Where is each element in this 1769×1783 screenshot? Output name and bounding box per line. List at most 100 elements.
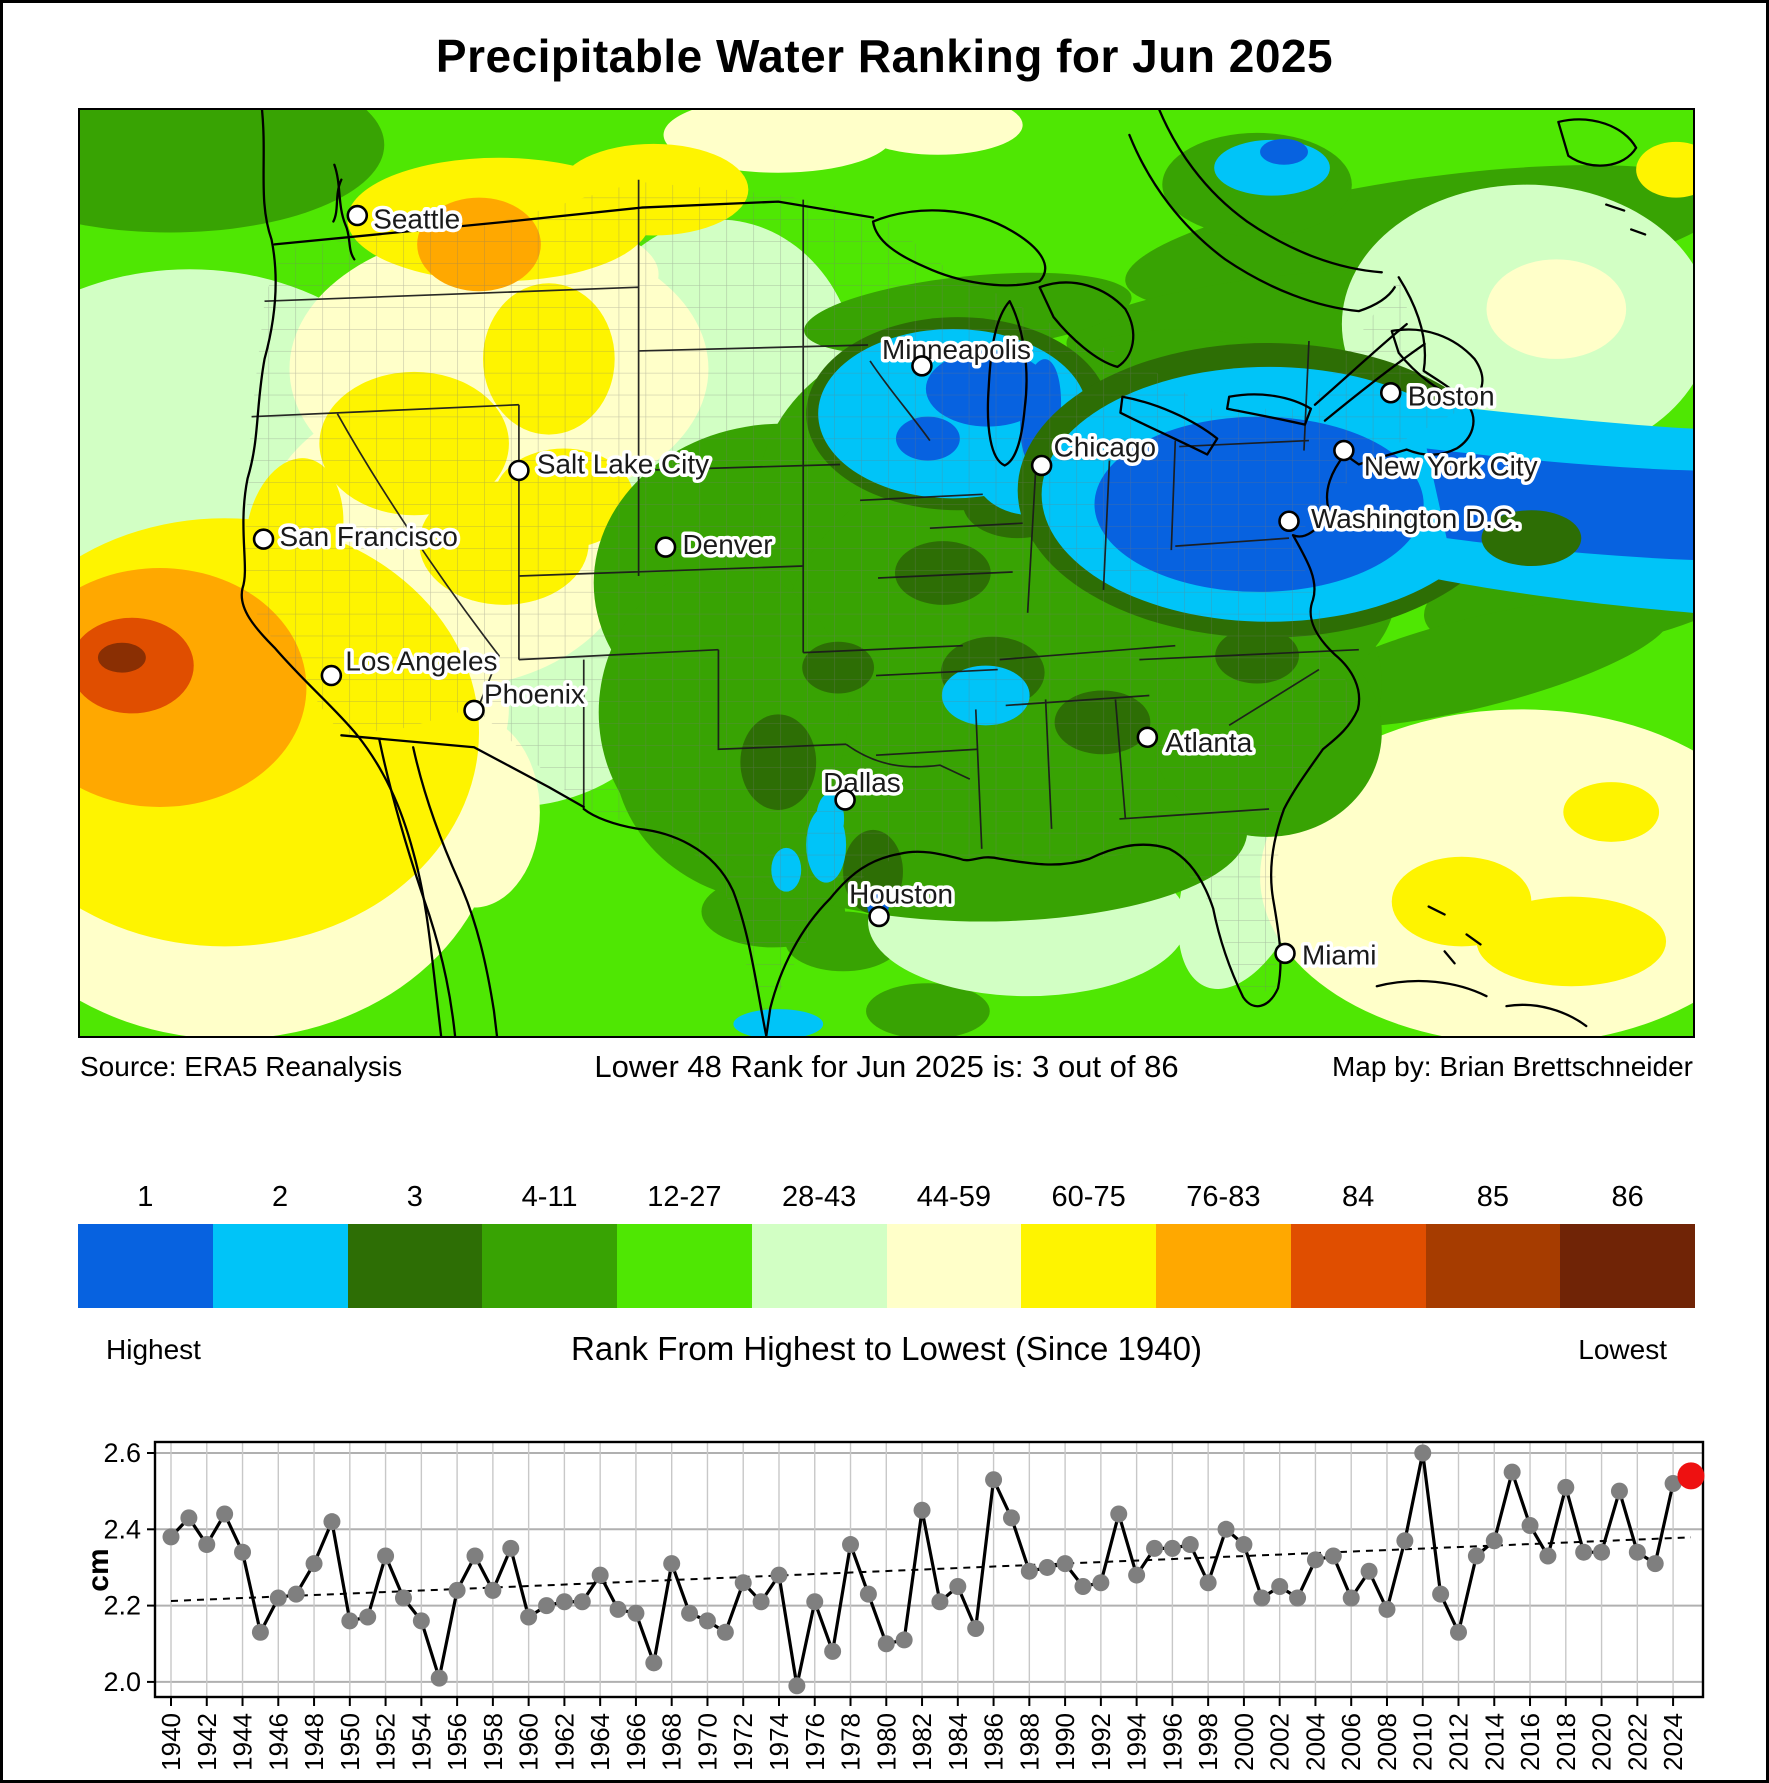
city-label: Los Angeles <box>345 646 497 677</box>
legend-rank-label: 60-75 <box>1051 1181 1126 1213</box>
data-point <box>1557 1478 1575 1496</box>
x-tick-label: 2024 <box>1658 1713 1688 1771</box>
data-point <box>484 1581 502 1599</box>
legend-color-cell <box>482 1224 617 1308</box>
x-tick-label: 1950 <box>335 1713 365 1771</box>
x-tick-label: 2012 <box>1444 1713 1474 1771</box>
data-point <box>895 1631 913 1649</box>
x-tick-label: 1998 <box>1193 1713 1223 1771</box>
city-marker <box>834 789 856 811</box>
data-point <box>1378 1600 1396 1618</box>
data-point <box>1610 1482 1628 1500</box>
x-tick-label: 2016 <box>1515 1713 1545 1771</box>
x-tick-label: 1954 <box>406 1713 436 1771</box>
city-label: Boston <box>1408 381 1495 412</box>
data-point <box>1450 1623 1468 1641</box>
us-precipitable-water-map: Seattle Minneapolis Boston Salt Lake City Ch… <box>78 108 1695 1038</box>
data-point <box>913 1501 931 1519</box>
data-point <box>591 1566 609 1584</box>
city-label: Salt Lake City <box>537 448 709 479</box>
data-point <box>1002 1509 1020 1527</box>
latest-year-point <box>1677 1462 1705 1490</box>
data-point <box>412 1612 430 1630</box>
legend-color-cell <box>1290 1224 1426 1308</box>
x-tick-label: 1962 <box>549 1713 579 1771</box>
data-point <box>1038 1558 1056 1576</box>
source-text: Source: ERA5 Reanalysis <box>80 1051 403 1082</box>
data-point <box>716 1623 734 1641</box>
x-tick-label: 1974 <box>764 1713 794 1771</box>
data-point <box>698 1612 716 1630</box>
x-tick-label: 1946 <box>263 1713 293 1771</box>
rank-statement: Lower 48 Rank for Jun 2025 is: 3 out of … <box>594 1049 1179 1084</box>
data-point <box>842 1536 860 1554</box>
page-title: Precipitable Water Ranking for Jun 2025 <box>435 30 1334 82</box>
rank-legend: 1 2 3 4-11 12-27 28-43 44-59 60-75 76-83 84 85 86 H… <box>78 1181 1695 1370</box>
legend-color-cell <box>1156 1224 1291 1308</box>
data-point <box>1110 1505 1128 1523</box>
x-tick-label: 1940 <box>156 1713 186 1771</box>
data-point <box>1342 1589 1360 1607</box>
city-marker <box>1274 942 1296 965</box>
info-row: Source: ERA5 Reanalysis Lower 48 Rank fo… <box>78 1049 1695 1091</box>
data-point <box>1324 1547 1342 1565</box>
city-label: Minneapolis <box>882 334 1031 365</box>
data-point <box>394 1589 412 1607</box>
data-point <box>1467 1547 1485 1565</box>
x-tick-label: 1952 <box>371 1713 401 1771</box>
x-tick-label: 1986 <box>979 1713 1009 1771</box>
city-label: New York City <box>1364 450 1538 481</box>
data-point <box>1432 1585 1450 1603</box>
credit-text: Map by: Brian Brettschneider <box>1331 1051 1693 1082</box>
city-marker <box>911 355 933 377</box>
chart-frame <box>153 1440 1705 1699</box>
x-tick-label: 2000 <box>1229 1713 1259 1771</box>
data-point <box>1646 1555 1664 1573</box>
data-point <box>448 1581 466 1599</box>
data-point <box>502 1539 520 1557</box>
data-point <box>752 1593 770 1611</box>
data-point <box>1539 1547 1557 1565</box>
data-point <box>824 1642 842 1660</box>
data-point <box>305 1555 323 1573</box>
x-tick-label: 1956 <box>442 1713 472 1771</box>
data-point <box>1020 1562 1038 1580</box>
city-label: Washington D.C. <box>1311 503 1521 534</box>
data-point <box>359 1608 377 1626</box>
data-point <box>1360 1562 1378 1580</box>
y-tick-label: 2.6 <box>103 1438 141 1468</box>
legend-bar <box>78 1224 1695 1308</box>
data-point <box>1306 1551 1324 1569</box>
city-marker <box>1379 382 1402 404</box>
city-label: Miami <box>1302 939 1376 970</box>
data-point <box>1128 1566 1146 1584</box>
x-tick-label: 1990 <box>1050 1713 1080 1771</box>
x-tick-label: 2006 <box>1336 1713 1366 1771</box>
city-markers-layer: Seattle Minneapolis Boston Salt Lake City Ch… <box>252 200 1541 974</box>
data-point <box>162 1528 180 1546</box>
legend-caption: Rank From Highest to Lowest (Since 1940) <box>571 1330 1202 1367</box>
data-point <box>341 1612 359 1630</box>
x-tick-label: 1972 <box>728 1713 758 1771</box>
city-label: San Francisco <box>280 521 458 552</box>
data-point <box>1163 1539 1181 1557</box>
data-point <box>1396 1532 1414 1550</box>
legend-rank-label: 86 <box>1611 1181 1644 1213</box>
y-tick-label: 2.2 <box>103 1591 141 1621</box>
x-tick-label: 1942 <box>192 1713 222 1771</box>
city-label: Seattle <box>373 204 460 235</box>
data-point <box>1521 1516 1539 1534</box>
legend-lowest-label: Lowest <box>1578 1334 1667 1365</box>
data-point <box>377 1547 395 1565</box>
x-tick-label: 1988 <box>1014 1713 1044 1771</box>
x-tick-label: 1970 <box>692 1713 722 1771</box>
legend-rank-label: 2 <box>272 1181 289 1213</box>
legend-rank-label: 1 <box>137 1181 154 1213</box>
city-marker <box>346 204 369 227</box>
data-point <box>573 1593 591 1611</box>
city-marker <box>868 905 890 928</box>
legend-labels: 1 2 3 4-11 12-27 28-43 44-59 60-75 76-83 84 85 86 <box>78 1181 1695 1214</box>
data-point <box>1593 1543 1611 1561</box>
data-point <box>1628 1543 1646 1561</box>
